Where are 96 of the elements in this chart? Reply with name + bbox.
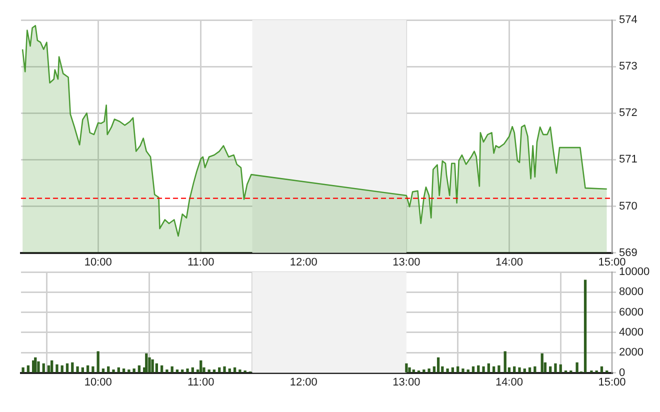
bar (37, 361, 40, 372)
bar (482, 366, 485, 372)
bar (238, 369, 242, 372)
bar (148, 357, 151, 372)
bar (446, 368, 449, 372)
bar (200, 360, 202, 372)
bar (191, 367, 194, 372)
bar (208, 369, 210, 372)
bar (428, 368, 430, 372)
y-tick-label: 572 (619, 107, 638, 120)
x-tick-label: 10:00 (84, 256, 112, 268)
bar (477, 365, 480, 372)
bar (26, 365, 30, 372)
x-tick-label: 10:00 (84, 376, 112, 388)
bar (86, 365, 90, 372)
bar (462, 368, 464, 372)
bar (554, 363, 557, 372)
bar (96, 351, 100, 372)
bar (92, 366, 94, 372)
x-tick-label: 15:00 (598, 376, 626, 388)
bar (218, 367, 221, 372)
bar (66, 363, 69, 372)
bar (540, 353, 544, 372)
bar (71, 362, 74, 372)
bar (456, 366, 460, 372)
bar (155, 363, 158, 372)
bar (22, 367, 24, 372)
x-tick-label: 13:00 (392, 256, 420, 268)
bar (76, 366, 79, 372)
bar (549, 366, 552, 372)
bar (492, 366, 496, 372)
bar (600, 366, 604, 372)
y-tick-label: 4000 (619, 326, 644, 339)
bar (122, 368, 126, 372)
y-tick-label: 570 (619, 200, 638, 212)
bar (117, 367, 120, 372)
bar (233, 367, 236, 372)
y-tick-label: 6000 (619, 306, 644, 318)
y-tick-label: 569 (619, 246, 638, 259)
bar (498, 365, 500, 372)
y-tick-label: 574 (619, 14, 638, 26)
x-tick-label: 13:00 (392, 376, 420, 388)
x-tick-label: 12:00 (290, 376, 318, 388)
bar (518, 367, 521, 372)
x-tick-label: 11:00 (188, 376, 214, 388)
bar (145, 353, 148, 372)
bar (472, 366, 475, 372)
bar (151, 359, 154, 372)
bar (487, 363, 490, 372)
x-tick-label: 11:00 (188, 256, 214, 268)
bar (412, 369, 415, 372)
bar (160, 365, 164, 372)
bar (166, 369, 168, 372)
bar (60, 365, 64, 372)
x-tick-label: 12:00 (290, 256, 318, 268)
bar (181, 369, 184, 372)
bar (212, 369, 216, 372)
bar (34, 357, 37, 372)
bar (466, 369, 470, 372)
bar (56, 364, 58, 372)
bar (408, 367, 411, 372)
bar (405, 363, 408, 372)
y-tick-label: 571 (619, 154, 638, 166)
bar (50, 360, 54, 372)
y-tick-label: 8000 (619, 286, 644, 298)
bar (170, 366, 174, 372)
bar (228, 368, 231, 372)
bar (584, 280, 587, 372)
bar (451, 367, 454, 372)
bar (534, 366, 536, 372)
bar (186, 368, 189, 372)
x-tick-label: 15:00 (598, 256, 626, 268)
bar (559, 364, 562, 372)
y-tick-label: 573 (619, 60, 638, 73)
bar (523, 368, 526, 372)
bar (102, 368, 105, 372)
bar (128, 369, 130, 372)
bar (107, 366, 110, 372)
bar (576, 362, 578, 372)
bar (223, 366, 226, 372)
bar (81, 367, 84, 372)
bar (138, 365, 141, 372)
bar (513, 366, 516, 372)
y-tick-label: 2000 (619, 346, 644, 359)
x-tick-label: 14:00 (495, 376, 523, 388)
bar (422, 369, 426, 372)
bar (436, 357, 440, 372)
bar (132, 368, 136, 372)
bar (504, 351, 506, 372)
x-tick-label: 14:00 (495, 256, 523, 268)
bar (112, 369, 115, 372)
bar (42, 363, 45, 372)
bar (176, 369, 179, 372)
y-tick-label: 10000 (619, 266, 650, 278)
bar (528, 367, 532, 372)
y-tick-label: 0 (619, 366, 626, 379)
